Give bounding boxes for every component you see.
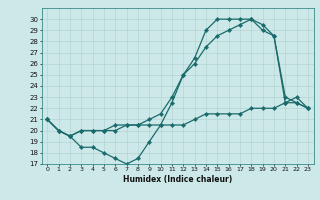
X-axis label: Humidex (Indice chaleur): Humidex (Indice chaleur)	[123, 175, 232, 184]
